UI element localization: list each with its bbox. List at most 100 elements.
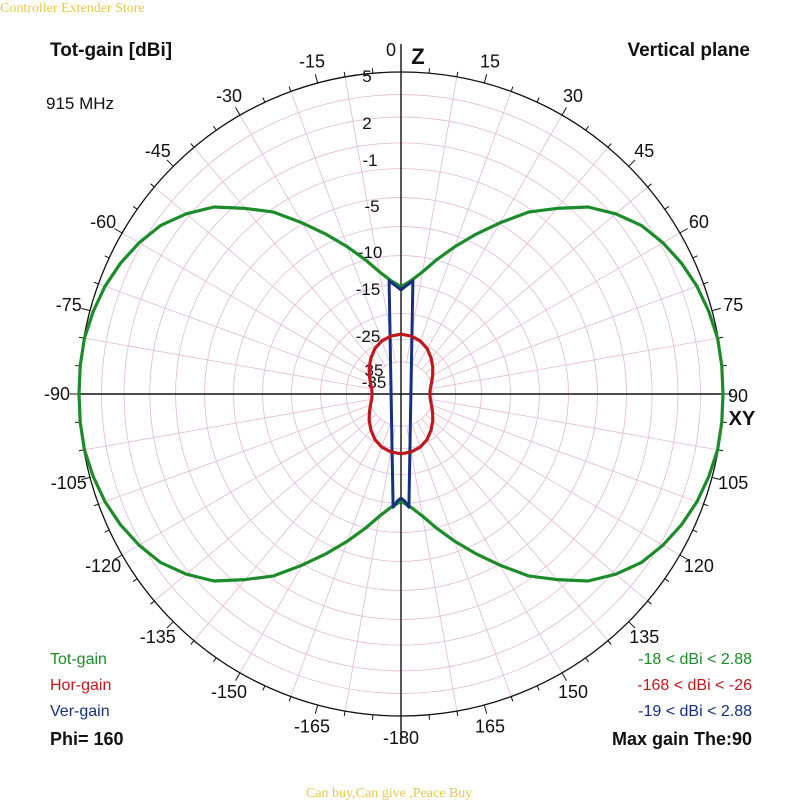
outer-tick xyxy=(105,256,110,258)
grid-spoke xyxy=(122,410,373,555)
outer-tick xyxy=(608,641,611,645)
axis-label-z: Z xyxy=(411,44,424,69)
radial-tick-label: -1 xyxy=(362,151,377,170)
radial-tick-label: -5 xyxy=(364,197,379,216)
grid-spoke xyxy=(422,147,608,369)
angle-tick-label: 75 xyxy=(723,295,743,315)
angle-tick-label: -165 xyxy=(294,716,330,736)
outer-tick xyxy=(133,206,137,209)
outer-tick xyxy=(648,601,652,604)
outer-tick xyxy=(167,160,173,166)
grid-spoke xyxy=(240,422,385,673)
grid-spoke xyxy=(431,405,703,504)
outer-tick xyxy=(484,74,486,83)
angle-tick-label: 150 xyxy=(558,682,588,702)
grid-spoke xyxy=(291,424,390,696)
outer-tick xyxy=(191,641,194,645)
angle-tick-label: 105 xyxy=(718,473,748,493)
outer-tick xyxy=(81,308,90,310)
angle-tick-label: -60 xyxy=(90,212,116,232)
grid-spoke xyxy=(412,424,511,696)
outer-tick xyxy=(537,686,539,691)
grid-spoke xyxy=(98,405,370,504)
outer-tick xyxy=(457,72,458,77)
radial-tick-label: -35 xyxy=(362,373,387,392)
outer-tick xyxy=(344,711,345,716)
outer-tick xyxy=(665,206,669,209)
axis-label-xy: XY xyxy=(729,408,756,430)
legend-ver-gain-range: -19 < dBi < 2.88 xyxy=(638,703,752,721)
outer-tick xyxy=(712,308,721,310)
outer-tick xyxy=(94,282,99,284)
angle-tick-label: -120 xyxy=(85,556,121,576)
angle-tick-label: -75 xyxy=(56,295,82,315)
angle-tick-label: -15 xyxy=(299,52,325,72)
outer-tick xyxy=(94,504,99,506)
legend-ver-gain-label: Ver-gain xyxy=(50,703,110,721)
grid-spoke xyxy=(194,419,380,641)
angle-tick-label: -90 xyxy=(44,384,70,404)
outer-tick xyxy=(236,107,241,115)
legend-tot-gain-label: Tot-gain xyxy=(50,651,107,669)
outer-tick xyxy=(191,144,194,148)
grid-spoke xyxy=(412,91,511,363)
angle-tick-label: -135 xyxy=(140,627,176,647)
outer-tick xyxy=(511,697,513,702)
outer-tick xyxy=(693,256,698,258)
outer-tick xyxy=(457,711,458,716)
radial-tick-label: -10 xyxy=(358,243,383,262)
grid-spoke xyxy=(429,410,680,555)
angle-tick-label: 60 xyxy=(689,212,709,232)
outer-tick xyxy=(629,160,635,166)
angle-tick-label: -105 xyxy=(51,473,87,493)
outer-tick xyxy=(586,658,589,662)
outer-tick xyxy=(562,107,567,115)
outer-tick xyxy=(151,184,155,187)
outer-tick xyxy=(263,98,265,103)
radial-tick-label: -15 xyxy=(356,280,381,299)
radial-tick-label: 2 xyxy=(362,114,371,133)
outer-tick xyxy=(315,74,317,83)
angle-tick-label: -150 xyxy=(211,682,247,702)
outer-tick xyxy=(344,72,345,77)
outer-tick xyxy=(236,673,241,681)
angle-tick-label: -30 xyxy=(216,86,242,106)
outer-tick xyxy=(213,126,216,130)
angle-tick-label: 135 xyxy=(629,627,659,647)
outer-tick xyxy=(263,686,265,691)
angle-tick-label: 15 xyxy=(480,52,500,72)
outer-tick xyxy=(665,579,669,582)
outer-tick xyxy=(289,697,291,702)
grid-spoke xyxy=(291,91,390,363)
outer-tick xyxy=(105,530,110,532)
outer-tick xyxy=(562,673,567,681)
grid-spoke xyxy=(429,233,680,378)
grid-spoke xyxy=(431,284,703,383)
grid-spoke xyxy=(422,419,608,641)
grid-spoke xyxy=(417,115,562,366)
angle-tick-label: -45 xyxy=(145,141,171,161)
angle-tick-label: 165 xyxy=(475,716,505,736)
outer-tick xyxy=(151,601,155,604)
grid-spoke xyxy=(417,422,562,673)
angle-tick-label: 90 xyxy=(728,386,748,406)
grid-spoke xyxy=(122,233,373,378)
angle-tick-label: 120 xyxy=(684,556,714,576)
legend-hor-gain-label: Hor-gain xyxy=(50,677,111,695)
outer-tick xyxy=(680,229,688,234)
outer-tick xyxy=(693,530,698,532)
outer-tick xyxy=(315,705,317,714)
legend-tot-gain-range: -18 < dBi < 2.88 xyxy=(638,651,752,669)
angle-tick-label: 0 xyxy=(386,40,396,60)
outer-tick xyxy=(704,504,709,506)
grid-spoke xyxy=(98,284,370,383)
outer-tick xyxy=(133,579,137,582)
outer-tick xyxy=(704,282,709,284)
outer-tick xyxy=(608,144,611,148)
radial-tick-label: -25 xyxy=(356,327,381,346)
angle-tick-label: -180 xyxy=(383,728,419,748)
angle-tick-label: 45 xyxy=(634,141,654,161)
outer-tick xyxy=(484,705,486,714)
phi-label: Phi= 160 xyxy=(50,729,124,750)
legend-hor-gain-range: -168 < dBi < -26 xyxy=(637,677,752,695)
